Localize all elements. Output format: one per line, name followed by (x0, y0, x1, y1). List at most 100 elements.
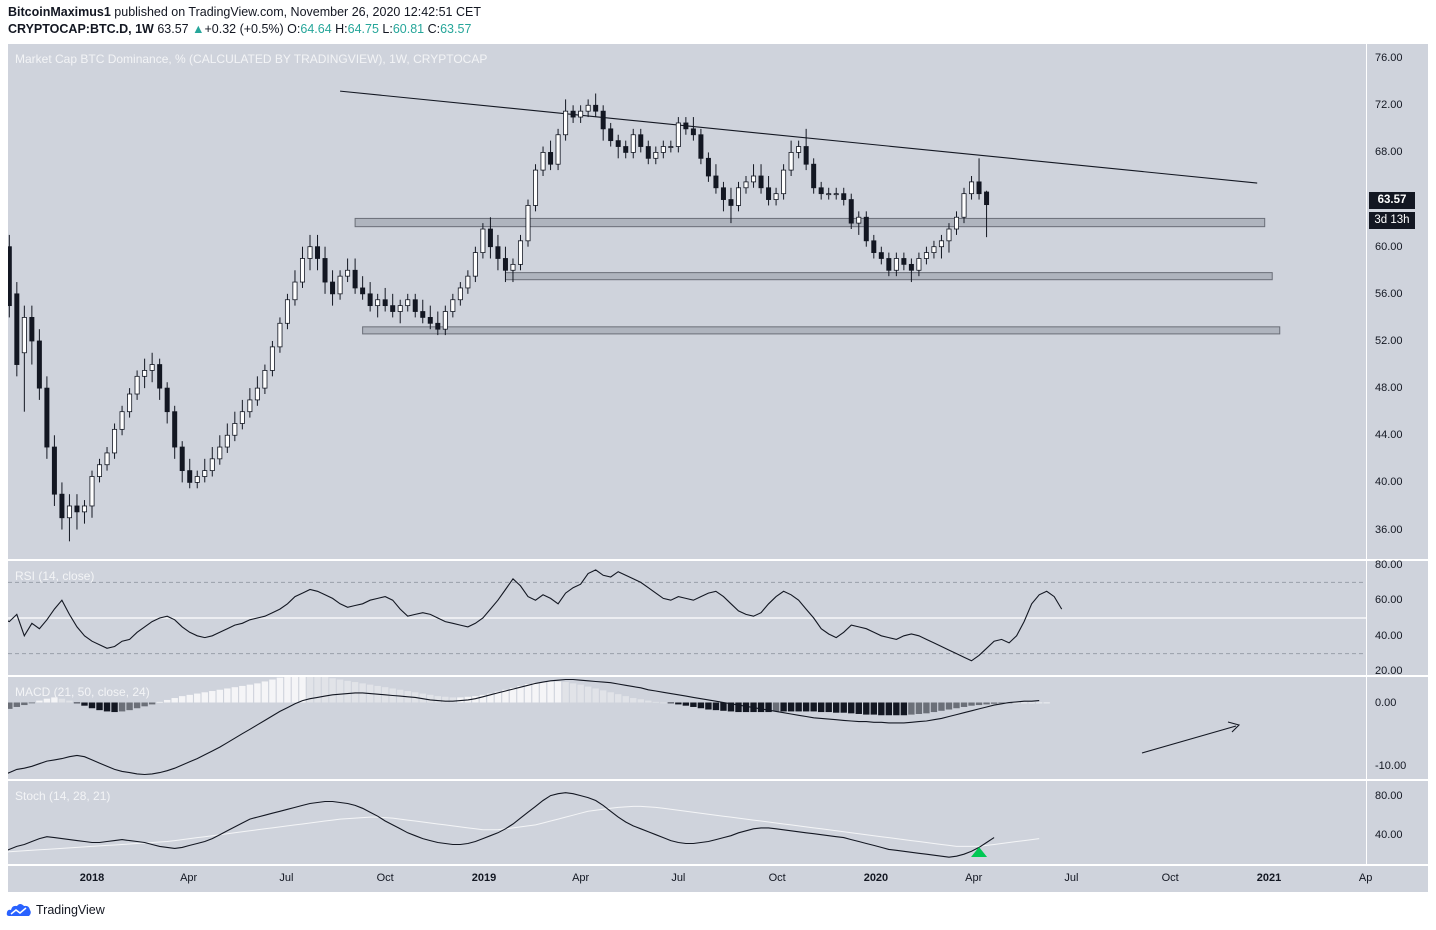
candle-body (908, 263, 914, 271)
candle-body (367, 293, 373, 307)
candle-body (142, 370, 148, 377)
macd-hist-bar (321, 677, 329, 703)
macd-hist-bar (171, 698, 178, 703)
close-value: 63.57 (440, 22, 472, 36)
candle-body (788, 152, 794, 171)
candle-body (728, 199, 734, 206)
macd-svg (8, 677, 1241, 776)
macd-hist-bar (622, 696, 629, 703)
macd-hist-bar (449, 697, 457, 703)
candle-body (352, 269, 358, 289)
macd-hist-bar (908, 702, 915, 715)
symbol-name[interactable]: CRYPTOCAP:BTC.D, 1W (8, 22, 154, 36)
macd-line (8, 678, 1040, 776)
candle-body (969, 181, 975, 195)
candle-body (435, 322, 441, 330)
macd-hist-bar (156, 701, 163, 703)
candle-body (457, 287, 463, 301)
candle-body (923, 252, 929, 259)
x-tick-label: 2018 (79, 872, 105, 884)
stoch-axis[interactable]: 80.00 40.00 (1367, 781, 1428, 864)
macd-hist-bar (1035, 702, 1043, 704)
candle-body (51, 446, 57, 495)
candle-body (705, 157, 711, 177)
macd-hist-bar (945, 702, 953, 710)
macd-hist-bar (682, 702, 690, 706)
macd-hist-bar (577, 684, 584, 703)
x-tick-label: 2021 (1256, 872, 1282, 884)
macd-hist-bar (126, 702, 133, 711)
candle-body (8, 246, 12, 307)
candle-body (593, 104, 599, 112)
macd-hist-bar (780, 702, 787, 712)
x-tick-label: Apr (572, 872, 590, 884)
candle-body (442, 311, 448, 330)
candle-body (893, 258, 899, 271)
y-tick-label: 20.00 (1375, 665, 1403, 678)
macd-hist-bar (81, 702, 88, 706)
candle-body (172, 411, 178, 448)
candle-body (277, 322, 283, 348)
x-tick-label: Jul (1064, 872, 1079, 884)
rsi-pane[interactable]: RSI (14, close) (8, 561, 1366, 675)
candle-body (149, 364, 155, 371)
macd-hist-bar (1020, 702, 1028, 704)
macd-hist-bar (442, 696, 449, 703)
open-value: 64.64 (300, 22, 332, 36)
macd-hist-bar (690, 702, 697, 707)
candle-body (269, 346, 275, 371)
support-zone-3 (362, 326, 1281, 335)
macd-hist-bar (569, 683, 577, 703)
macd-hist-bar (58, 698, 66, 703)
macd-hist-bar (487, 693, 494, 703)
candle-body (540, 152, 546, 171)
macd-hist-bar (269, 679, 276, 703)
rsi-title: RSI (14, close) (15, 569, 95, 583)
high-label: H: (335, 22, 348, 36)
macd-hist-bar (675, 702, 682, 705)
macd-hist-bar (209, 691, 216, 703)
y-tick-label: 80.00 (1375, 558, 1403, 571)
macd-hist-bar (179, 696, 186, 703)
candle-body (841, 193, 847, 200)
candle-body (232, 423, 238, 436)
macd-hist-bar (276, 677, 284, 703)
candle-body (337, 275, 343, 295)
candle-body (826, 193, 832, 196)
macd-hist-bar (720, 702, 727, 711)
candle-body (916, 258, 922, 271)
candle-body (946, 228, 952, 242)
stoch-title: Stoch (14, 28, 21) (15, 789, 111, 803)
open-label: O: (287, 22, 301, 36)
candle-body (668, 146, 674, 148)
stoch-d-line (8, 805, 1040, 853)
macd-axis[interactable]: 0.00 -10.00 (1367, 677, 1428, 779)
time-axis[interactable]: 2018 Apr Jul Oct 2019 Apr Jul Oct 2020 Apr Jul Oct 2… (8, 866, 1428, 892)
symbol-line: CRYPTOCAP:BTC.D, 1W 63.57 ▲+0.32 (+0.5%)… (8, 22, 471, 36)
macd-hist-bar (118, 702, 126, 712)
author-name[interactable]: BitcoinMaximus1 (8, 5, 111, 19)
stoch-pane[interactable]: Stoch (14, 28, 21) (8, 781, 1366, 864)
price-pane[interactable]: Market Cap BTC Dominance, % (CALCULATED … (8, 44, 1366, 559)
macd-hist-bar (930, 702, 938, 713)
macd-pane[interactable]: MACD (21, 50, close, 24) (8, 677, 1366, 779)
candle-body (187, 470, 193, 483)
candle-body (465, 275, 471, 289)
candle-body (563, 110, 569, 136)
candle-body (720, 187, 726, 200)
macd-hist-bar (246, 684, 254, 703)
macd-hist-bar (652, 701, 660, 703)
macd-hist-bar (667, 702, 675, 704)
macd-title: MACD (21, 50, close, 24) (15, 685, 150, 699)
close-label: C: (427, 22, 441, 36)
rsi-axis[interactable]: 80.00 60.00 40.00 20.00 (1367, 558, 1428, 678)
price-axis[interactable]: 76.0072.0068.0064.0060.0056.0052.0048.00… (1367, 44, 1428, 559)
high-value: 64.75 (347, 22, 379, 36)
bar-countdown-tag: 3d 13h (1369, 212, 1415, 229)
macd-hist-bar (630, 698, 637, 703)
macd-hist-bar (111, 702, 118, 713)
macd-hist-bar (599, 690, 607, 703)
last-price-tag: 63.57 (1369, 192, 1415, 209)
candle-body (976, 181, 982, 195)
tradingview-logo[interactable]: TradingView (6, 902, 105, 918)
